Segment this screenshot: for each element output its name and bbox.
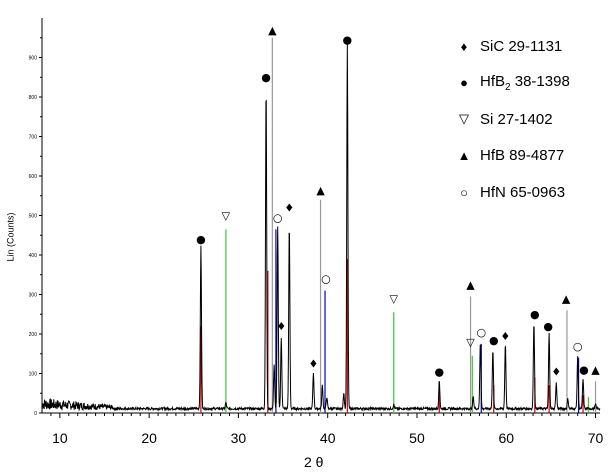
y-tick-label: 900	[29, 56, 38, 62]
x-tick-label: 50	[409, 430, 425, 446]
y-axis-label: Lin (Counts)	[5, 212, 16, 262]
legend-label-hfb2-name: HfB	[480, 72, 506, 90]
triangle-up-marker-icon: ▲	[457, 148, 471, 164]
x-axis-label: 2 θ	[304, 454, 324, 470]
peak-marker-triangle-down: ▽	[222, 209, 231, 222]
peak-marker-triangle-up: ▲	[466, 279, 475, 292]
peak-marker-triangle-down: ▽	[390, 292, 399, 305]
peak-marker-triangle-up: ▲	[591, 364, 600, 377]
dot-marker-icon: ●	[460, 75, 468, 91]
x-tick-label: 40	[320, 430, 336, 446]
peak-marker-diamond: ♦	[500, 330, 510, 343]
y-tick-label: 200	[29, 332, 38, 338]
y-tick-label: 700	[29, 135, 38, 141]
legend-item-si: ▽ Si 27-1402	[456, 101, 606, 138]
legend-item-hfn: ○ HfN 65-0963	[456, 174, 606, 211]
peak-marker-dot: ●	[530, 308, 540, 321]
peak-marker-triangle-down: ▽	[466, 336, 475, 349]
legend-label-hfn: HfN 65-0963	[480, 183, 566, 201]
y-tick-label: 400	[29, 253, 38, 259]
x-tick-label: 10	[52, 430, 68, 446]
peak-marker-circle: ○	[476, 326, 486, 339]
y-tick-label: 300	[29, 293, 38, 299]
peak-marker-dot: ●	[543, 320, 553, 333]
peak-marker-dot: ●	[579, 364, 589, 377]
peak-marker-dot: ●	[343, 34, 353, 47]
y-tick-label: 100	[29, 372, 38, 378]
x-tick-label: 30	[231, 430, 247, 446]
legend-label-hfb2-sub: 2	[505, 81, 511, 93]
circle-marker-icon: ○	[460, 184, 468, 200]
peak-marker-dot: ●	[434, 365, 444, 378]
peak-marker-diamond: ♦	[276, 320, 286, 333]
legend-label-hfb2-code: 38-1398	[510, 72, 570, 90]
y-tick-label: 500	[29, 214, 38, 220]
peak-marker-circle: ○	[573, 340, 583, 353]
legend-item-hfb: ▲ HfB 89-4877	[456, 138, 606, 175]
peak-marker-dot: ●	[489, 334, 499, 347]
peak-marker-triangle-up: ▲	[316, 184, 325, 197]
legend-item-hfb2: ● HfB2 38-1398	[456, 65, 606, 102]
x-tick-label: 70	[588, 430, 604, 446]
y-tick-label: 0	[34, 411, 37, 417]
legend-label-hfb: HfB 89-4877	[480, 147, 565, 165]
legend-item-sic: ♦ SiC 29-1131	[456, 28, 606, 65]
x-tick-label: 60	[498, 430, 514, 446]
legend-label-sic: SiC 29-1131	[480, 37, 563, 55]
peak-marker-circle: ○	[273, 211, 283, 224]
legend: ♦ SiC 29-1131 ● HfB2 38-1398 ▽ Si 27-140…	[456, 28, 606, 211]
legend-label-hfb2: HfB2 38-1398	[480, 73, 570, 93]
legend-label-si: Si 27-1402	[480, 110, 553, 128]
xrd-spectrum-line	[41, 44, 601, 412]
peak-marker-circle: ○	[321, 273, 331, 286]
triangle-down-marker-icon: ▽	[459, 111, 469, 127]
peak-marker-triangle-up: ▲	[268, 24, 277, 37]
peak-marker-diamond: ♦	[284, 202, 294, 215]
peak-marker-triangle-up: ▲	[562, 292, 571, 305]
peak-marker-diamond: ♦	[551, 365, 561, 378]
y-tick-label: 600	[29, 174, 38, 180]
peak-marker-dot: ●	[261, 71, 271, 84]
peak-marker-diamond: ♦	[308, 358, 318, 371]
y-tick-label: 800	[29, 95, 38, 101]
peak-marker-dot: ●	[196, 233, 206, 246]
diamond-marker-icon: ♦	[460, 38, 468, 54]
x-tick-label: 20	[141, 430, 157, 446]
